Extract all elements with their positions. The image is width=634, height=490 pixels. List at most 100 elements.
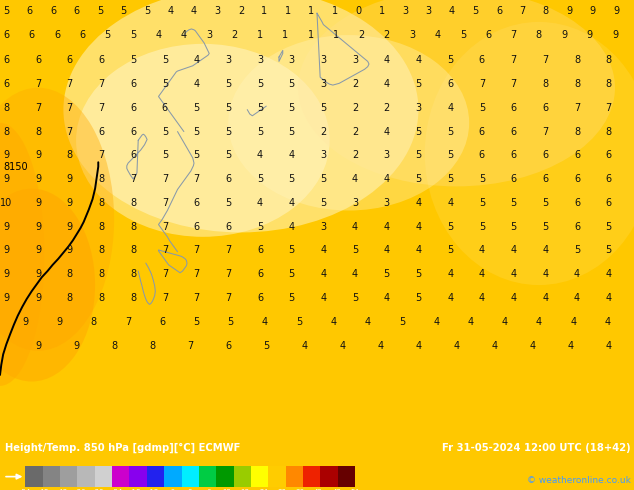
- Text: 3: 3: [320, 222, 327, 232]
- Text: 5: 5: [542, 197, 548, 208]
- Text: 5: 5: [447, 126, 453, 137]
- Text: 5: 5: [542, 222, 548, 232]
- Ellipse shape: [0, 88, 114, 351]
- Text: 8: 8: [574, 126, 580, 137]
- Bar: [303, 466, 320, 487]
- Text: 7: 7: [162, 222, 168, 232]
- Text: 5: 5: [225, 103, 231, 113]
- Text: 3: 3: [214, 6, 221, 16]
- Text: 7: 7: [162, 293, 168, 303]
- Text: 5: 5: [130, 55, 136, 65]
- Text: 4: 4: [479, 269, 485, 279]
- Text: 4: 4: [542, 245, 548, 255]
- Text: 1: 1: [308, 6, 314, 16]
- Text: 6: 6: [193, 222, 200, 232]
- Ellipse shape: [0, 189, 95, 382]
- Bar: [25, 466, 42, 487]
- Text: 6: 6: [67, 55, 73, 65]
- Text: 4: 4: [320, 293, 327, 303]
- Text: 9: 9: [67, 245, 73, 255]
- Text: 3: 3: [320, 150, 327, 160]
- Text: 5: 5: [510, 197, 517, 208]
- Text: 7: 7: [225, 269, 231, 279]
- Text: 5: 5: [144, 6, 150, 16]
- Text: 7: 7: [510, 79, 517, 89]
- Text: 5: 5: [130, 30, 136, 40]
- Text: 4: 4: [193, 55, 200, 65]
- Text: Fr 31-05-2024 12:00 UTC (18+42): Fr 31-05-2024 12:00 UTC (18+42): [442, 442, 631, 453]
- Text: 4: 4: [288, 197, 295, 208]
- Text: -36: -36: [75, 489, 86, 490]
- Text: 7: 7: [225, 293, 231, 303]
- Text: -30: -30: [93, 489, 105, 490]
- Text: 4: 4: [384, 245, 390, 255]
- Text: 7: 7: [67, 103, 73, 113]
- Text: 8: 8: [574, 79, 580, 89]
- Text: 5: 5: [479, 197, 485, 208]
- Text: 8: 8: [605, 55, 612, 65]
- Text: 5: 5: [97, 6, 103, 16]
- Text: 9: 9: [3, 245, 10, 255]
- Text: 7: 7: [542, 55, 548, 65]
- Text: 3: 3: [320, 79, 327, 89]
- Text: 4: 4: [491, 342, 498, 351]
- Text: 9: 9: [67, 197, 73, 208]
- Text: 9: 9: [67, 222, 73, 232]
- Text: 3: 3: [384, 150, 390, 160]
- Text: 7: 7: [67, 126, 73, 137]
- Text: -18: -18: [129, 489, 141, 490]
- Text: 6: 6: [3, 79, 10, 89]
- Text: 3: 3: [225, 55, 231, 65]
- Text: 5: 5: [605, 222, 612, 232]
- Text: 5: 5: [472, 6, 479, 16]
- Text: 4: 4: [352, 222, 358, 232]
- Text: 4: 4: [453, 342, 460, 351]
- Text: 4: 4: [320, 269, 327, 279]
- Text: 5: 5: [193, 103, 200, 113]
- Text: 4: 4: [384, 174, 390, 184]
- Text: 9: 9: [35, 293, 41, 303]
- Text: 7: 7: [542, 126, 548, 137]
- Text: 5: 5: [415, 79, 422, 89]
- Text: 7: 7: [98, 150, 105, 160]
- Text: 4: 4: [181, 30, 187, 40]
- Text: 7: 7: [35, 103, 41, 113]
- Text: 6: 6: [225, 174, 231, 184]
- Text: 5: 5: [162, 126, 168, 137]
- Text: 9: 9: [3, 222, 10, 232]
- Text: 4: 4: [574, 269, 580, 279]
- Bar: [60, 466, 77, 487]
- Text: 6: 6: [130, 79, 136, 89]
- Text: 4: 4: [288, 222, 295, 232]
- Text: 0: 0: [188, 489, 193, 490]
- Text: 5: 5: [193, 150, 200, 160]
- Text: 4: 4: [447, 103, 453, 113]
- Text: 8: 8: [35, 126, 41, 137]
- Text: 6: 6: [605, 197, 612, 208]
- Text: 5: 5: [162, 55, 168, 65]
- Text: 5: 5: [257, 79, 263, 89]
- Text: 4: 4: [415, 222, 422, 232]
- Text: 9: 9: [566, 6, 573, 16]
- Text: 5: 5: [320, 197, 327, 208]
- Text: 7: 7: [98, 103, 105, 113]
- Text: 6: 6: [193, 197, 200, 208]
- Text: 5: 5: [288, 79, 295, 89]
- Text: 4: 4: [433, 318, 439, 327]
- Bar: [42, 466, 60, 487]
- Text: 7: 7: [193, 293, 200, 303]
- Text: 2: 2: [238, 6, 244, 16]
- Text: 6: 6: [54, 30, 60, 40]
- Text: 5: 5: [399, 318, 405, 327]
- Text: 6: 6: [542, 150, 548, 160]
- Text: 4: 4: [447, 269, 453, 279]
- Text: 1: 1: [332, 6, 338, 16]
- Text: 7: 7: [193, 245, 200, 255]
- Text: 4: 4: [479, 293, 485, 303]
- Text: 4: 4: [352, 269, 358, 279]
- Text: 8: 8: [98, 293, 105, 303]
- Text: 48: 48: [332, 489, 341, 490]
- Text: 4: 4: [510, 269, 517, 279]
- Text: 4: 4: [542, 293, 548, 303]
- Text: 7: 7: [519, 6, 526, 16]
